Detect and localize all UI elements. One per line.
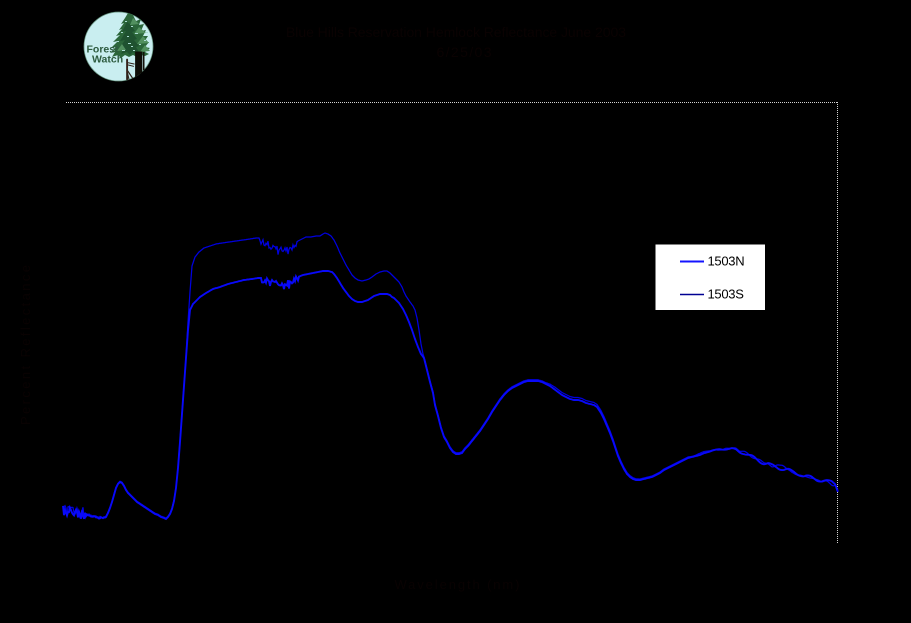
- svg-text:6/25/03: 6/25/03: [437, 44, 492, 60]
- svg-text:1503N: 1503N: [708, 254, 745, 269]
- svg-text:Percent Reflectance: Percent Reflectance: [18, 265, 33, 425]
- svg-text:Blue Hills Reservation Hemlock: Blue Hills Reservation Hemlock Reflectan…: [286, 24, 626, 40]
- svg-text:Watch: Watch: [92, 54, 123, 66]
- svg-text:Forest: Forest: [87, 44, 120, 56]
- svg-text:1503S: 1503S: [708, 287, 745, 302]
- svg-text:Wavelength (nm): Wavelength (nm): [395, 577, 520, 592]
